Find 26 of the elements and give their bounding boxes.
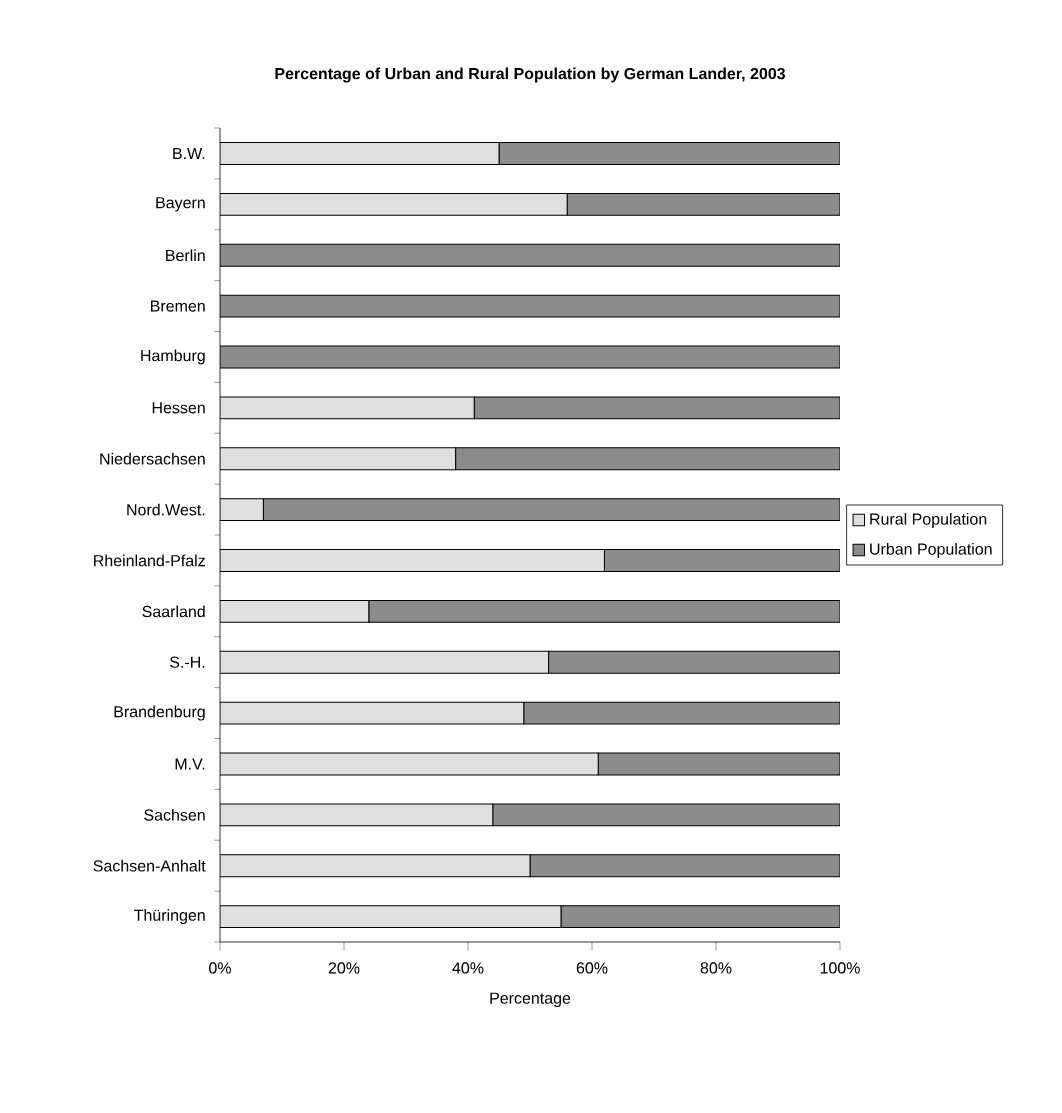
- y-tick-label: Saarland: [142, 605, 205, 618]
- legend-label: Urban Population: [870, 543, 992, 558]
- legend-label: Rural Population: [870, 513, 987, 528]
- y-tick-label: Thüringen: [134, 909, 205, 925]
- x-tick-label: 40%: [452, 962, 484, 974]
- y-tick-label: Niedersachsen: [100, 452, 205, 465]
- x-tick-label: 20%: [328, 962, 360, 974]
- y-tick-label: Berlin: [166, 249, 205, 262]
- x-tick-label: 60%: [576, 962, 608, 974]
- y-tick-label: B.W.: [173, 147, 205, 159]
- x-tick-label: 0%: [209, 962, 231, 974]
- y-tick-label: Brandenburg: [114, 705, 205, 721]
- y-tick-label: Bayern: [156, 197, 205, 212]
- y-tick-label: Sachsen: [144, 808, 205, 821]
- y-tick-label: Bremen: [151, 300, 205, 312]
- chart-title: Percentage of Urban and Rural Population by German Lander, 2003: [275, 67, 786, 83]
- y-tick-label: Sachsen-Anhalt: [93, 859, 206, 872]
- x-tick-label: 100%: [820, 962, 860, 974]
- y-tick-label: S.-H.: [170, 656, 205, 668]
- y-tick-label: Hamburg: [141, 349, 205, 365]
- x-tick-label: 80%: [700, 962, 732, 974]
- y-tick-label: Hessen: [152, 402, 205, 414]
- x-axis-title: Percentage: [490, 992, 571, 1007]
- y-tick-label: M.V.: [175, 758, 205, 770]
- y-tick-label: Rheinland-Pfalz: [94, 554, 205, 567]
- y-tick-label: Nord.West.: [127, 503, 205, 516]
